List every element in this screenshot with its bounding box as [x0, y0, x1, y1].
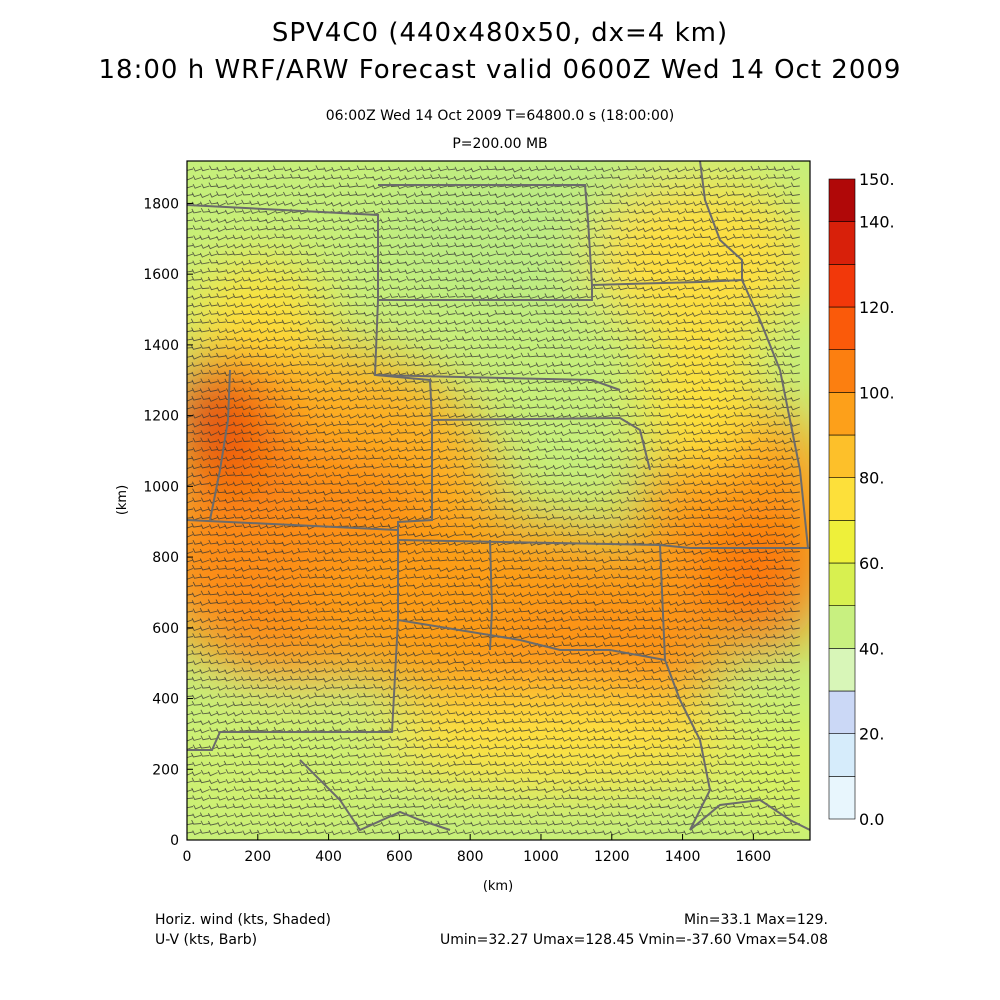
x-tick-label: 200 [244, 849, 271, 865]
colorbar-swatch [828, 520, 856, 564]
colorbar-swatch [828, 648, 856, 692]
colorbar-label: 140. [859, 213, 895, 232]
colorbar-label: 80. [859, 469, 884, 488]
colorbar-label: 40. [859, 639, 884, 658]
x-tick-label: 0 [183, 849, 192, 865]
y-tick-label: 1400 [143, 338, 179, 354]
colorbar-swatch [828, 776, 856, 820]
y-tick-label: 0 [170, 833, 179, 849]
valid-time-label: 06:00Z Wed 14 Oct 2009 T=64800.0 s (18:0… [325, 108, 675, 124]
colorbar-swatch [828, 733, 856, 777]
x-tick-label: 1000 [523, 849, 559, 865]
uv-stats: Umin=32.27 Umax=128.45 Vmin=-37.60 Vmax=… [439, 932, 828, 948]
colorbar-swatch [828, 690, 856, 734]
x-axis-label: (km) [483, 879, 513, 894]
x-tick-label: 1600 [736, 849, 772, 865]
pressure-level-label: P=200.00 MB [452, 136, 548, 152]
colorbar-swatch [828, 434, 856, 478]
colorbar-label: 100. [859, 383, 895, 402]
min-max-stats: Min=33.1 Max=129. [683, 912, 828, 928]
x-tick-label: 1400 [665, 849, 701, 865]
state-boundaries [187, 161, 810, 832]
plot-frame [186, 160, 811, 841]
map-title: SPV4C0 (440x480x50, dx=4 km) [271, 18, 729, 48]
y-tick-label: 1000 [143, 479, 179, 495]
colorbar-swatch [828, 306, 856, 350]
x-tick-label: 600 [386, 849, 413, 865]
colorbar-swatch [828, 477, 856, 521]
y-tick-label: 1200 [143, 409, 179, 425]
colorbar-label: 0.0 [859, 810, 884, 829]
wind-barbs [187, 165, 800, 836]
colorbar-swatch [828, 221, 856, 265]
x-axis: 0 200 400 600 800 1000 1200 1400 1600 [183, 834, 772, 865]
x-tick-label: 800 [457, 849, 484, 865]
colorbar-swatch [828, 178, 856, 222]
colorbar-swatch [828, 605, 856, 649]
shaded-field-label: Horiz. wind (kts, Shaded) [155, 912, 331, 928]
x-tick-label: 400 [315, 849, 342, 865]
x-tick-label: 1200 [594, 849, 630, 865]
y-tick-label: 1600 [143, 267, 179, 283]
y-tick-label: 400 [152, 692, 179, 708]
colorbar-swatch [828, 264, 856, 308]
colorbar-swatch [828, 392, 856, 436]
colorbar-label: 150. [859, 170, 895, 189]
colorbar-swatch [828, 562, 856, 606]
y-tick-label: 200 [152, 762, 179, 778]
y-axis: 0 200 400 600 800 1000 1200 1400 1600 1800 [143, 196, 193, 849]
y-tick-label: 600 [152, 621, 179, 637]
forecast-title: 18:00 h WRF/ARW Forecast valid 0600Z Wed… [98, 55, 902, 85]
y-axis-label: (km) [115, 485, 130, 515]
colorbar-label: 120. [859, 298, 895, 317]
y-tick-label: 1800 [143, 196, 179, 212]
colorbar-label: 20. [859, 725, 884, 744]
colorbar-swatch [828, 349, 856, 393]
y-tick-label: 800 [152, 550, 179, 566]
barb-field-label: U-V (kts, Barb) [155, 932, 258, 948]
colorbar: 0.0 20. 40. 60. 80. 100. 120. 140. 150. [828, 170, 895, 829]
colorbar-label: 60. [859, 554, 884, 573]
